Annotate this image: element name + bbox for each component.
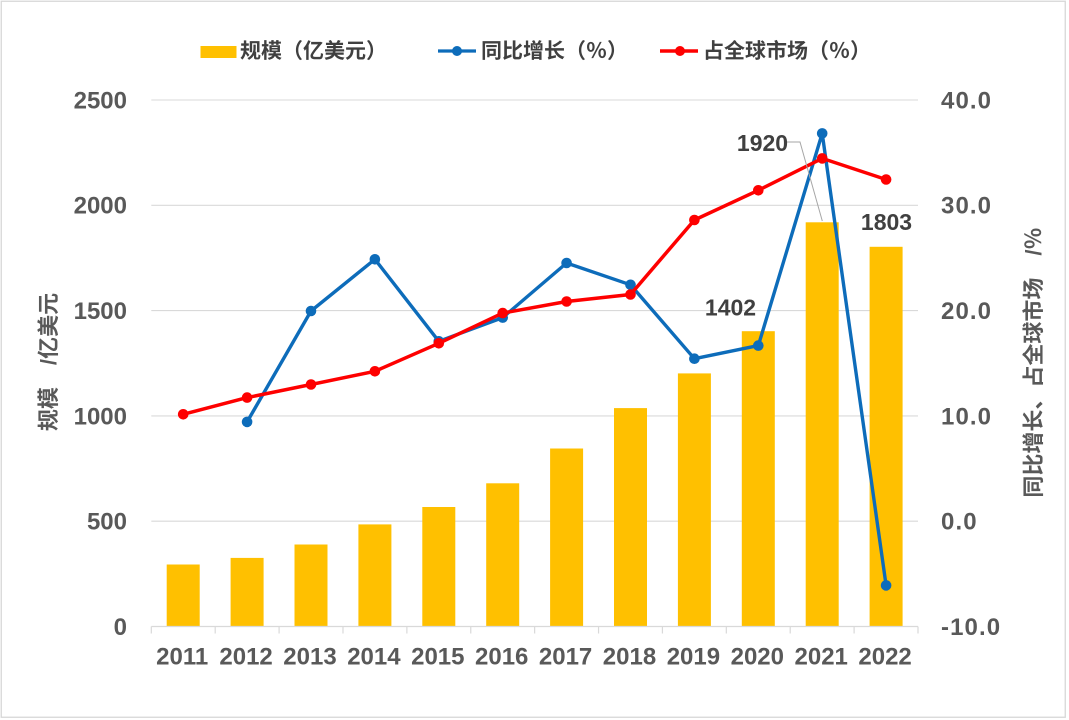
svg-text:2016: 2016 <box>475 644 528 671</box>
svg-text:1000: 1000 <box>74 403 127 430</box>
svg-text:500: 500 <box>87 509 127 536</box>
svg-text:2018: 2018 <box>603 644 656 671</box>
svg-text:1920: 1920 <box>737 130 788 156</box>
svg-text:20.0: 20.0 <box>941 298 992 325</box>
svg-text:2015: 2015 <box>411 644 464 671</box>
svg-text:30.0: 30.0 <box>941 193 992 220</box>
svg-text:1500: 1500 <box>74 298 127 325</box>
svg-text:2020: 2020 <box>731 644 784 671</box>
svg-text:0.0: 0.0 <box>941 509 978 536</box>
svg-text:2011: 2011 <box>156 644 208 671</box>
svg-text:2021: 2021 <box>795 644 848 671</box>
svg-text:2017: 2017 <box>539 644 592 671</box>
svg-text:2012: 2012 <box>219 644 272 671</box>
svg-text:2022: 2022 <box>858 644 911 671</box>
svg-text:40.0: 40.0 <box>941 87 992 114</box>
svg-text:2014: 2014 <box>347 644 401 671</box>
svg-text:-10.0: -10.0 <box>941 614 1001 641</box>
svg-text:10.0: 10.0 <box>941 403 992 430</box>
svg-text:0: 0 <box>114 614 127 641</box>
svg-text:/: / <box>36 359 61 365</box>
svg-text:2000: 2000 <box>74 193 127 220</box>
svg-text:2019: 2019 <box>667 644 720 671</box>
svg-text:1803: 1803 <box>861 209 912 235</box>
svg-text:1402: 1402 <box>705 294 756 320</box>
svg-text:2500: 2500 <box>74 87 127 114</box>
svg-text:/: / <box>1021 249 1046 255</box>
svg-text:2013: 2013 <box>283 644 336 671</box>
